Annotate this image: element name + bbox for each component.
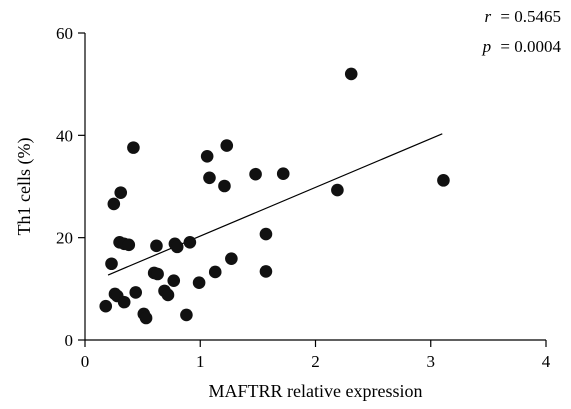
r-value: = 0.5465 [500,7,561,26]
data-point [220,139,234,152]
data-point [129,286,143,299]
data-point [208,265,222,279]
x-tick-label: 3 [427,352,436,371]
y-tick-label: 20 [56,229,73,248]
x-tick-label: 4 [542,352,551,371]
data-point [150,239,163,253]
x-tick-label: 2 [311,352,320,371]
data-point [114,186,128,199]
x-ticks: 0 1 2 3 4 [81,340,551,371]
p-value: = 0.0004 [500,37,561,56]
data-point [161,288,175,302]
data-point [437,174,450,187]
data-point [107,197,121,211]
data-point [276,167,290,181]
x-tick-label: 0 [81,352,90,371]
data-point [99,299,113,313]
data-point [151,267,164,281]
data-point [167,274,181,287]
data-point [249,167,262,181]
p-annotation: p = 0.0004 [482,37,562,56]
data-point [344,67,358,81]
r-annotation: r = 0.5465 [485,7,561,26]
trend-line [107,133,443,276]
data-point [192,276,206,289]
data-point [170,240,184,254]
data-point [200,150,214,163]
data-point [105,257,118,271]
data-point [225,252,238,265]
y-axis-title: Th1 cells (%) [14,138,35,236]
data-point [259,265,273,278]
data-point [331,183,344,197]
data-point [259,227,273,241]
x-axis-title: MAFTRR relative expression [209,381,423,401]
data-point [218,179,231,193]
data-point [183,235,197,249]
y-tick-label: 0 [65,331,74,350]
y-tick-label: 60 [56,24,73,43]
data-point [139,311,153,325]
data-point [122,238,136,252]
correlation-annotation: r = 0.5465 p = 0.0004 [482,7,562,56]
x-tick-label: 1 [196,352,205,371]
p-symbol: p [482,37,492,56]
r-symbol: r [485,7,492,26]
data-point [180,308,193,322]
axes [84,33,546,341]
data-point [203,171,216,185]
y-ticks: 0 20 40 60 [56,24,85,350]
data-points [99,67,450,325]
y-tick-label: 40 [56,126,73,145]
data-point [127,141,140,154]
data-point [117,295,131,309]
